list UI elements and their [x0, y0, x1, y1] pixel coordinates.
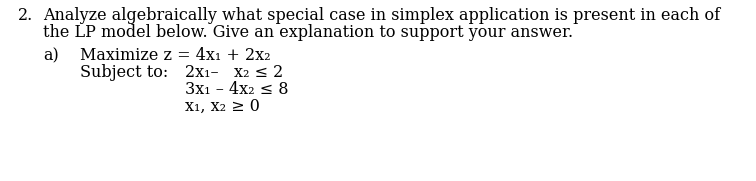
Text: x₁, x₂ ≥ 0: x₁, x₂ ≥ 0 [185, 98, 260, 115]
Text: Maximize z = 4x₁ + 2x₂: Maximize z = 4x₁ + 2x₂ [80, 47, 271, 64]
Text: a): a) [43, 47, 59, 64]
Text: Subject to:: Subject to: [80, 64, 169, 81]
Text: 3x₁ – 4x₂ ≤ 8: 3x₁ – 4x₂ ≤ 8 [185, 81, 289, 98]
Text: Analyze algebraically what special case in simplex application is present in eac: Analyze algebraically what special case … [43, 7, 720, 24]
Text: the LP model below. Give an explanation to support your answer.: the LP model below. Give an explanation … [43, 24, 573, 41]
Text: 2x₁–   x₂ ≤ 2: 2x₁– x₂ ≤ 2 [185, 64, 284, 81]
Text: 2.: 2. [18, 7, 33, 24]
